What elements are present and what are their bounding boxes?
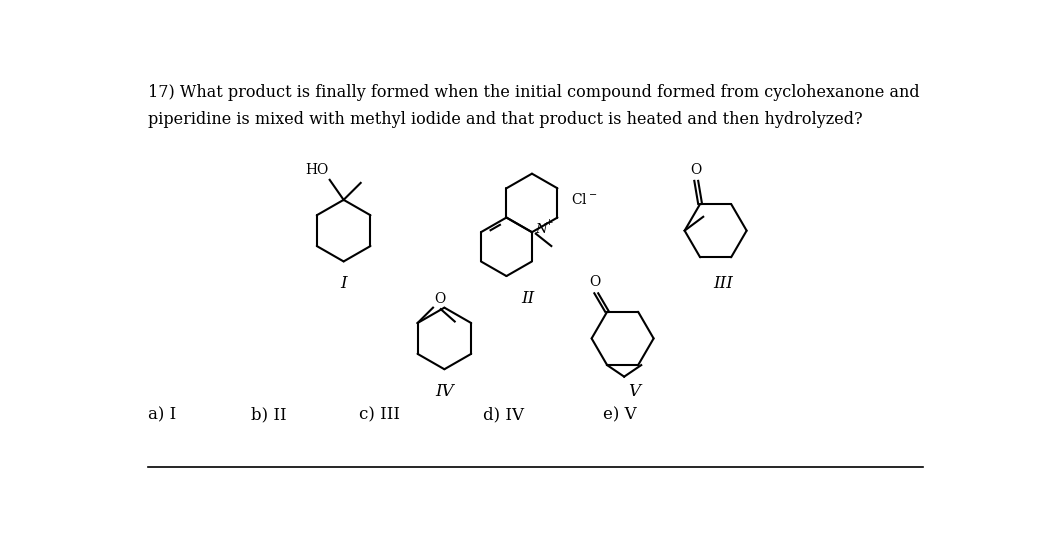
Text: O: O: [434, 292, 446, 306]
Text: b) II: b) II: [251, 406, 286, 423]
Text: I: I: [340, 276, 347, 292]
Text: O: O: [691, 163, 702, 177]
Text: V: V: [628, 383, 640, 400]
Text: d) IV: d) IV: [483, 406, 524, 423]
Text: O: O: [589, 276, 600, 289]
Text: c) III: c) III: [359, 406, 400, 423]
Text: Cl$^-$: Cl$^-$: [571, 191, 597, 206]
Text: piperidine is mixed with methyl iodide and that product is heated and then hydro: piperidine is mixed with methyl iodide a…: [147, 111, 862, 128]
Text: IV: IV: [435, 383, 454, 400]
Text: III: III: [713, 276, 733, 292]
Text: +: +: [544, 219, 553, 227]
Text: N: N: [535, 222, 547, 236]
Text: e) V: e) V: [603, 406, 637, 423]
Text: II: II: [521, 290, 535, 307]
Text: 17) What product is finally formed when the initial compound formed from cyclohe: 17) What product is finally formed when …: [147, 84, 919, 101]
Text: HO: HO: [305, 163, 328, 177]
Text: a) I: a) I: [147, 406, 175, 423]
